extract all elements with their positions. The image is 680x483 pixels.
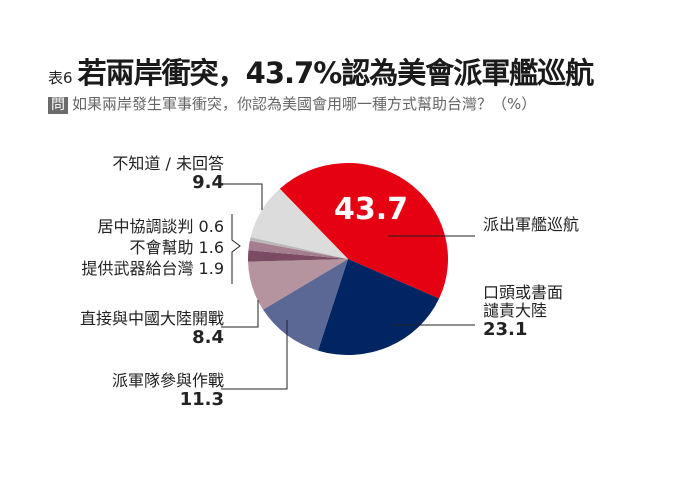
slice-value: 11.3 — [179, 389, 224, 410]
slice-label: 居中協調談判 — [97, 217, 194, 236]
slice-label: 派出軍艦巡航 — [483, 215, 580, 234]
slice-value: 23.1 — [483, 319, 528, 340]
title-text: 若兩岸衝突，43.7%認為美會派軍艦巡航 — [77, 56, 595, 90]
slice-label: 不知道 / 未回答 — [112, 154, 224, 173]
leader-line — [221, 320, 288, 390]
big-value-label: 43.7 — [334, 192, 409, 227]
slice-label-line2: 譴責大陸 — [483, 301, 548, 320]
leader-line — [221, 300, 259, 328]
label-condemn: 口頭或書面 譴責大陸 23.1 — [483, 283, 564, 340]
slice-label: 派軍隊參與作戰 — [111, 371, 224, 390]
pie-slice — [279, 163, 448, 299]
pie-slice — [248, 250, 348, 262]
question-badge: 問 — [48, 97, 68, 114]
label-warships: 派出軍艦巡航 — [483, 216, 579, 234]
subtitle-text: 如果兩岸發生軍事衝突，你認為美國會用哪一種方式幫助台灣？（%） — [72, 95, 537, 113]
slice-value: 8.4 — [192, 327, 224, 348]
slice-label-line1: 口頭或書面 — [483, 283, 564, 302]
pie-slice — [248, 240, 348, 259]
label-group-small: 居中協調談判 0.6 不會幫助 1.6 提供武器給台灣 1.9 — [81, 218, 224, 278]
slice-label: 直接與中國大陸開戰 — [79, 309, 224, 328]
label-direct-war: 直接與中國大陸開戰 8.4 — [79, 309, 224, 348]
slice-value: 0.6 — [198, 217, 224, 236]
table-number: 表6 — [48, 69, 73, 87]
label-send-troops: 派軍隊參與作戰 11.3 — [111, 371, 224, 410]
pie-slice — [263, 259, 348, 351]
leader-line — [231, 214, 241, 284]
slice-value: 9.4 — [192, 172, 224, 193]
pie-slice — [250, 188, 348, 259]
slice-label: 不會幫助 — [129, 238, 194, 257]
slice-value: 1.6 — [198, 238, 224, 257]
slice-label: 提供武器給台灣 — [81, 259, 194, 278]
pie-slice — [248, 259, 348, 310]
label-dont-know: 不知道 / 未回答 9.4 — [112, 154, 224, 193]
leader-line — [221, 183, 263, 210]
chart-title: 表6 若兩岸衝突，43.7%認為美會派軍艦巡航 — [48, 50, 595, 92]
pie-slice — [249, 237, 348, 259]
slice-value: 1.9 — [198, 259, 224, 278]
subtitle: 問如果兩岸發生軍事衝突，你認為美國會用哪一種方式幫助台灣？（%） — [48, 93, 536, 114]
pie-slice — [317, 259, 440, 355]
